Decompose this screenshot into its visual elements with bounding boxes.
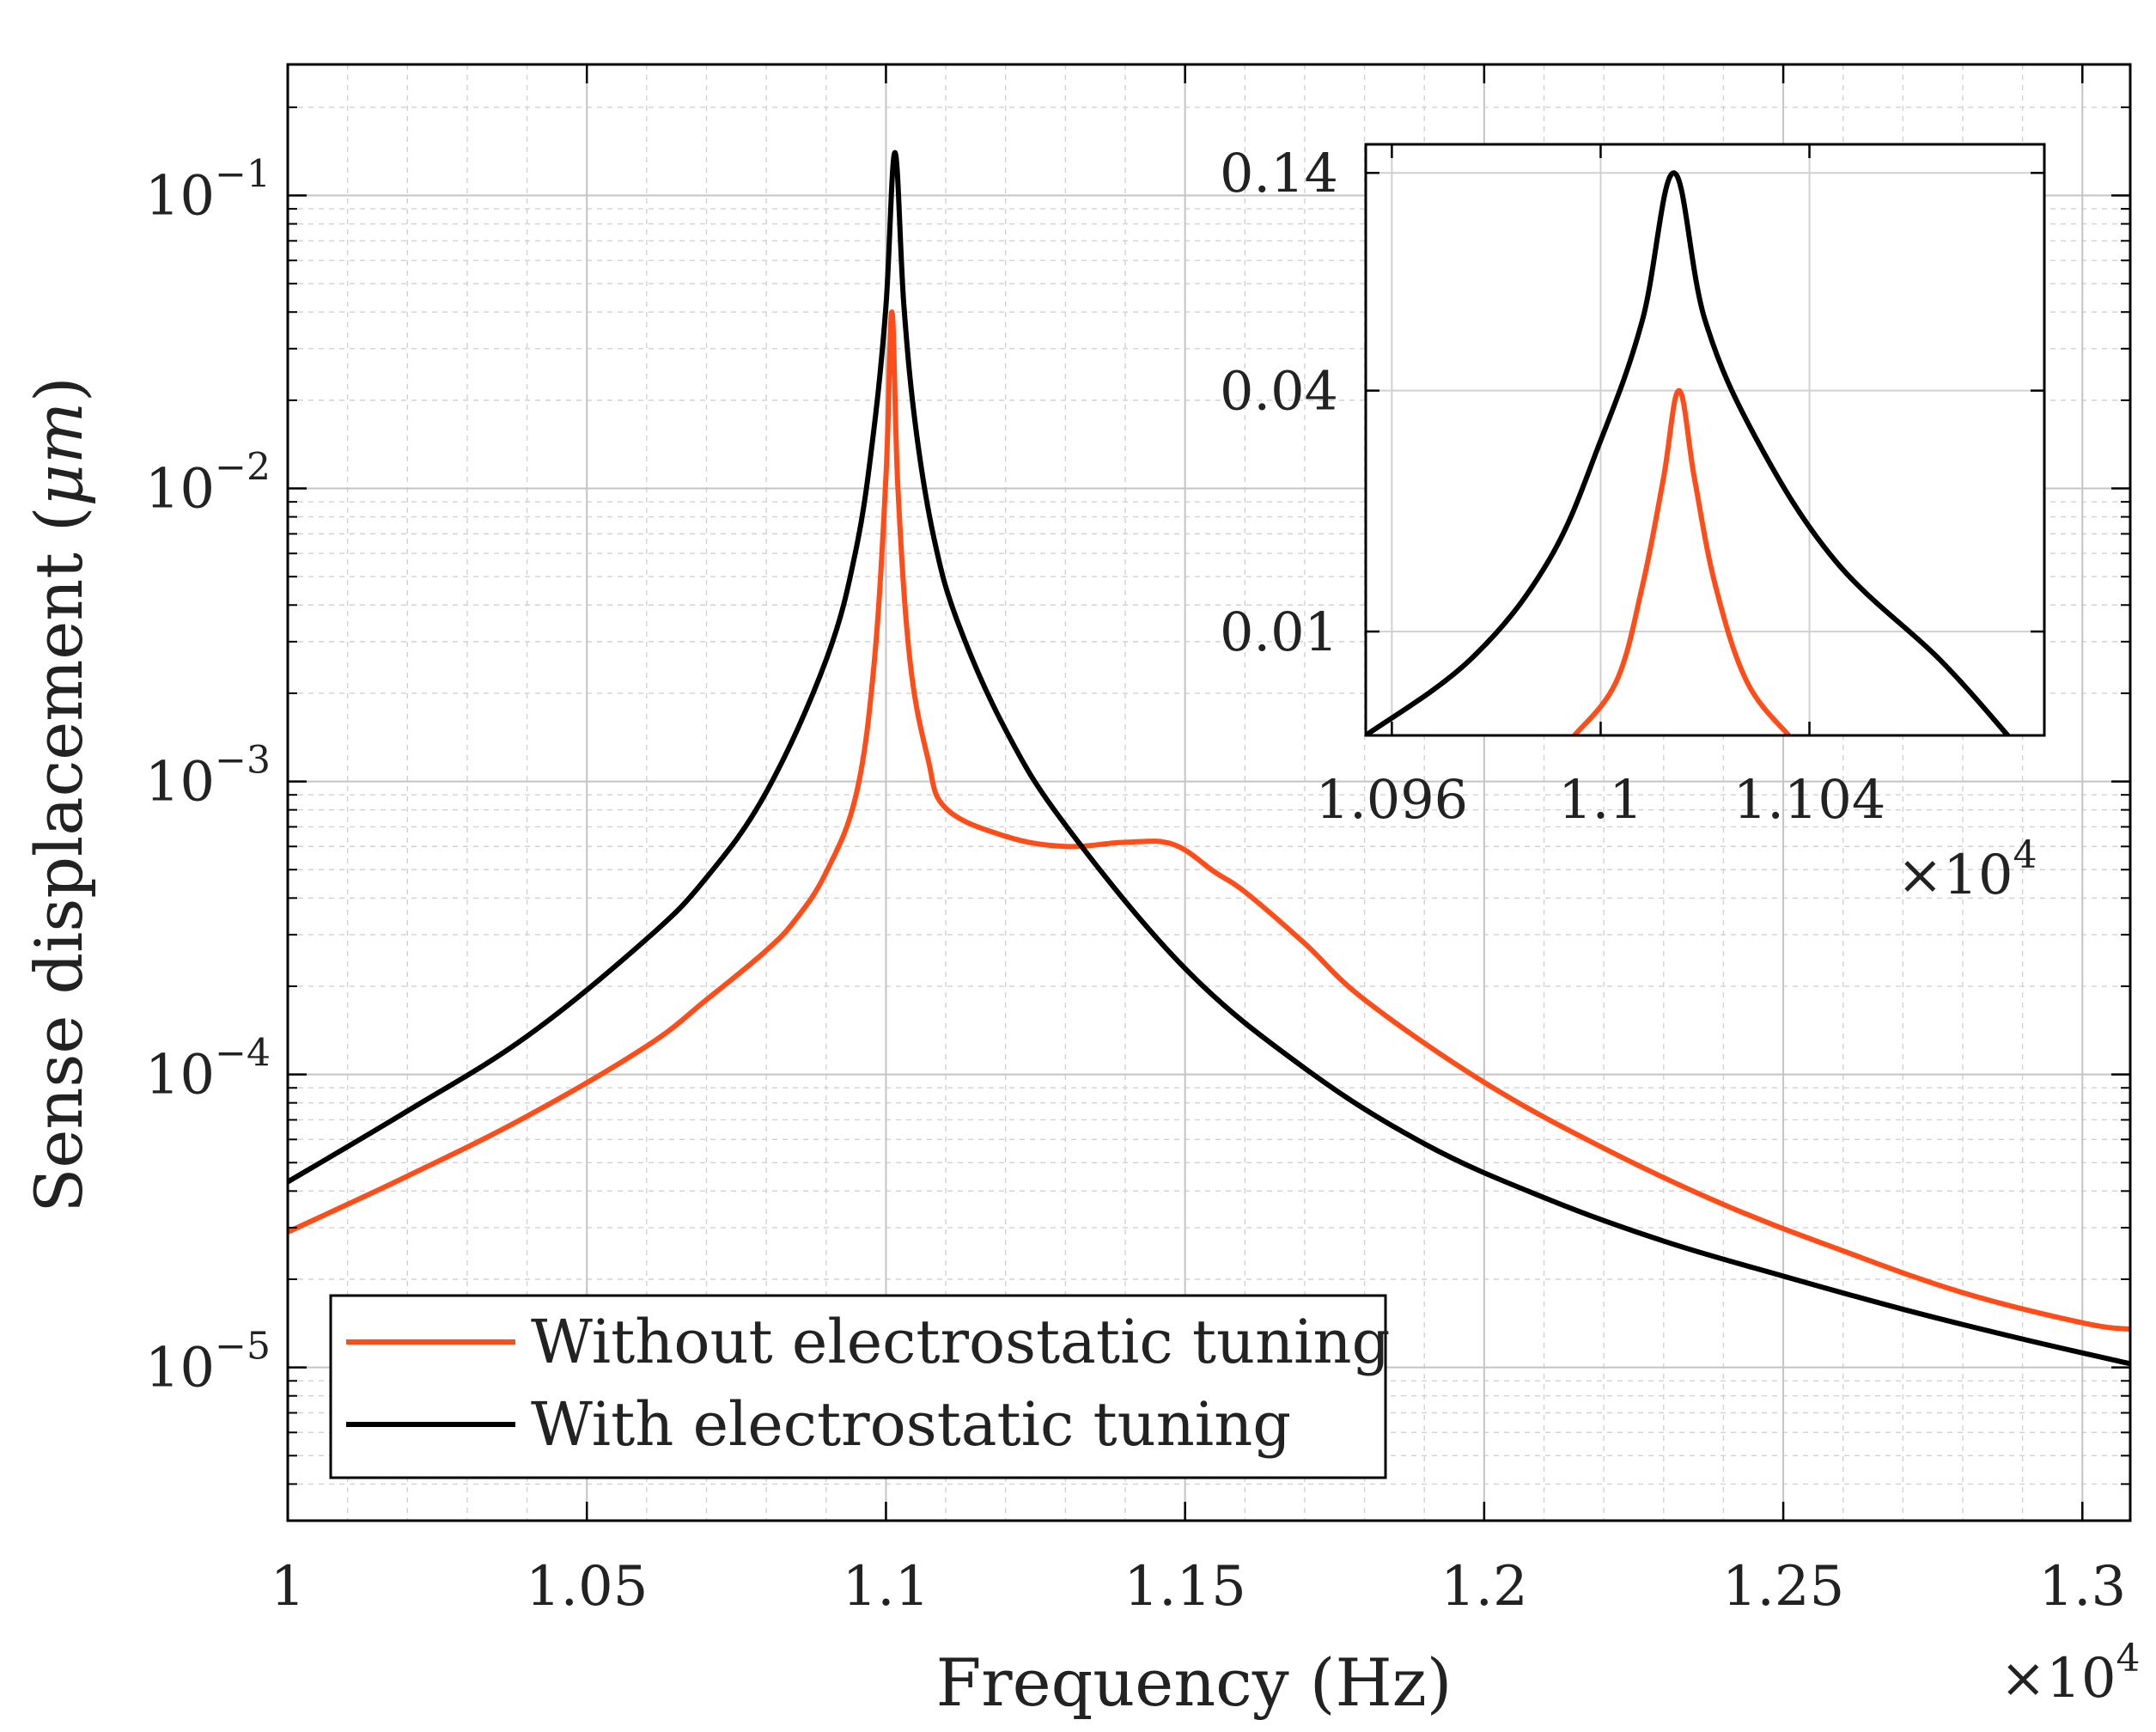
y-tick-label: 10−3	[145, 739, 271, 814]
x-tick-label: 1.05	[526, 1555, 649, 1619]
series-line-with-tuning	[288, 149, 2130, 1367]
inset-series-line-without-tuning	[1572, 387, 1792, 735]
inset-axes-frame	[1364, 143, 2046, 737]
main-ticks	[286, 64, 2130, 1522]
series-line-without-tuning	[288, 309, 2130, 1333]
inset-series-line-with-tuning	[1366, 170, 2011, 735]
main-x-tick-labels: 1 1.05 1.1 1.15 1.2 1.25 1.3	[271, 1555, 2127, 1619]
y-tick-label: 10−1	[145, 153, 271, 229]
inset-y-tick-label: 0.01	[1220, 601, 1338, 663]
inset-x-tick-label: 1.1	[1558, 768, 1643, 831]
x-tick-label: 1.1	[843, 1555, 930, 1619]
main-axes-frame	[286, 63, 2132, 1522]
y-tick-label: 10−5	[145, 1325, 271, 1400]
inset-x-tick-labels: 1.096 1.1 1.104	[1316, 768, 1886, 831]
inset-ticks	[1366, 144, 2044, 735]
inset-x-tick-label: 1.104	[1733, 768, 1886, 831]
y-tick-label: 10−2	[145, 446, 271, 521]
inset-y-tick-label: 0.14	[1220, 142, 1338, 204]
x-tick-label: 1.15	[1124, 1555, 1246, 1619]
x-axis-title: Frequency (Hz)	[936, 1644, 1453, 1721]
legend-label-with-tuning: With electrostatic tuning	[531, 1389, 1291, 1460]
x-axis-multiplier: ×104	[2000, 1637, 2140, 1711]
y-axis-title: Sense displacement (μm)	[21, 376, 97, 1212]
main-y-tick-labels: 10−1 10−2 10−3 10−4 10−5	[145, 153, 271, 1400]
legend: Without electrostatic tuning With electr…	[329, 1294, 1390, 1479]
inset-plot: 1.096 1.1 1.104 0.14 0.04 0.01 ×104	[1220, 142, 2046, 907]
x-tick-label: 1.3	[2038, 1555, 2126, 1619]
inset-x-tick-label: 1.096	[1316, 768, 1469, 831]
x-tick-label: 1	[271, 1555, 306, 1619]
y-tick-label: 10−4	[145, 1032, 271, 1107]
inset-plot-area	[1366, 144, 2044, 735]
x-tick-label: 1.25	[1722, 1555, 1845, 1619]
legend-box	[329, 1294, 1387, 1479]
inset-x-axis-multiplier: ×104	[1897, 833, 2037, 907]
x-tick-label: 1.2	[1440, 1555, 1528, 1619]
inset-y-tick-labels: 0.14 0.04 0.01	[1220, 142, 1338, 663]
main-series-group	[288, 149, 2130, 1367]
inset-series-group	[1366, 170, 2011, 735]
legend-label-without-tuning: Without electrostatic tuning	[531, 1307, 1390, 1377]
inset-y-tick-label: 0.04	[1220, 360, 1338, 423]
